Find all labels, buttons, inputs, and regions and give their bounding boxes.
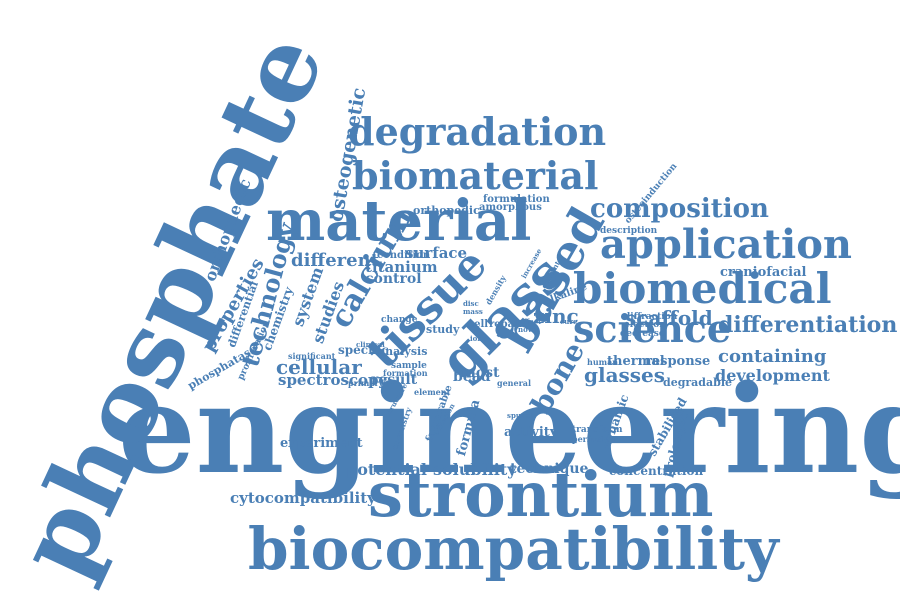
word-science: science [573, 306, 732, 351]
word-differentiation: differentiation [718, 312, 898, 338]
word-sample: sample [391, 361, 427, 371]
word-application: application [600, 221, 852, 268]
word-different: different [291, 250, 379, 271]
word-mass: mass [463, 307, 483, 316]
word-element: element [414, 387, 451, 397]
word-perfusion: perfusion [572, 434, 615, 444]
word-affect: affect [519, 317, 542, 326]
word-analysis: analysis [378, 345, 428, 358]
word-cellular: cellular [276, 355, 362, 379]
word-novel: novel [518, 325, 539, 334]
word-repair: repair [489, 319, 524, 330]
word-craniofacial: craniofacial [720, 265, 807, 280]
word-surface: surface [405, 244, 468, 262]
word-change: change [381, 315, 418, 325]
word-activity: activity [504, 425, 558, 440]
word-study: study [426, 323, 460, 336]
word-general: general [497, 378, 532, 388]
word-engineering: engineering [118, 357, 900, 501]
word-cytocompatibility: cytocompatibility [230, 489, 376, 507]
word-technique: technique [510, 461, 589, 477]
word-ions: ions [470, 334, 487, 343]
word-amorphous: amorphous [479, 202, 542, 213]
word-transform: transform [572, 425, 623, 435]
word-composition: composition [590, 194, 769, 224]
word-scaffold: scaffold [625, 306, 713, 330]
word-concentration: concentration [609, 464, 704, 478]
word-clinical: clinical [356, 340, 385, 349]
word-material: material [266, 188, 532, 254]
word-glasses: glasses [584, 363, 666, 387]
word-bead: bead [453, 369, 491, 385]
word-cure: cure [560, 317, 578, 326]
word-disc: disc [463, 299, 479, 308]
word-formation: formation [383, 368, 428, 378]
word-zinc: zinc [533, 304, 579, 328]
word-degradation: degradation [348, 109, 607, 154]
word-specific: specific [338, 343, 389, 357]
word-most: most [461, 365, 500, 381]
word-biocompatibility: biocompatibility [248, 515, 779, 583]
word-formulation: formulation [483, 194, 550, 205]
word-electron: electron [624, 320, 666, 330]
word-primary: primary [348, 378, 384, 388]
word-cell: cell [468, 319, 489, 330]
word-spunch: spunch [507, 411, 536, 420]
word-significant: significant [288, 351, 336, 361]
word-experiment: experiment [280, 436, 363, 451]
word-degradable: degradable [663, 376, 732, 389]
word-solubility: solubility [433, 460, 517, 479]
word-potential: potential [346, 460, 427, 479]
word-human: human [587, 357, 619, 367]
word-development: development [715, 366, 830, 385]
word-biomaterial: biomaterial [352, 153, 599, 198]
word-orthopedic: orthopedic [413, 204, 480, 217]
word-strontium: strontium [368, 458, 714, 531]
word-containing: containing [718, 346, 827, 367]
word-titanium: titanium [365, 258, 438, 276]
word-description: description [600, 226, 658, 236]
word-result: result [371, 372, 418, 388]
word-condition: condition [377, 250, 431, 261]
word-spectroscopy: spectroscopy [278, 371, 388, 389]
word-decrease: decrease [620, 329, 665, 339]
word-biomedical: biomedical [573, 264, 832, 313]
word-thermal: thermal [607, 354, 665, 369]
word-response: response [645, 354, 711, 369]
word-diffraction: diffraction [624, 312, 678, 322]
word-control: control [365, 271, 422, 287]
